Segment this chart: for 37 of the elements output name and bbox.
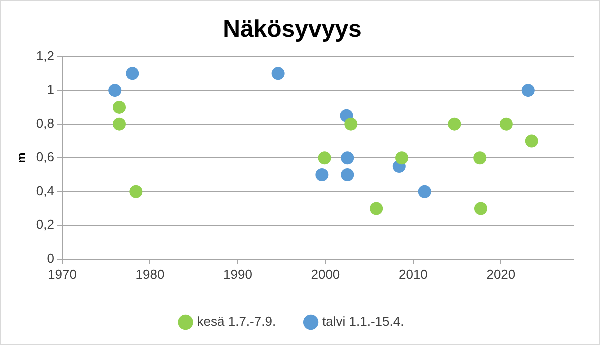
y-tick-label: 0,8 <box>36 116 54 131</box>
x-tick-label: 2010 <box>398 266 428 282</box>
y-tick-label: 0,2 <box>36 217 54 232</box>
point <box>448 118 462 131</box>
point <box>318 152 332 165</box>
x-tick-label: 1990 <box>223 266 252 282</box>
y-tick-label: 1 <box>47 82 54 98</box>
x-tick-label: 2000 <box>311 266 340 282</box>
legend-label: kesä 1.7.-7.9. <box>197 314 276 330</box>
y-tick-label: 0 <box>47 250 54 266</box>
point <box>418 185 432 198</box>
point <box>396 152 409 165</box>
x-tick-label: 1970 <box>48 266 77 282</box>
point <box>341 152 354 165</box>
chart-title: Näkösyvyys <box>223 16 362 44</box>
point <box>474 152 487 165</box>
point <box>370 202 384 216</box>
y-axis-title: m <box>14 152 29 164</box>
y-tick-label: 0,6 <box>36 150 54 165</box>
x-tick-label: 2020 <box>486 266 516 282</box>
y-tick-label: 1,2 <box>36 48 54 64</box>
point <box>108 84 122 98</box>
point <box>500 118 513 131</box>
point <box>344 118 358 131</box>
point <box>272 67 285 80</box>
point <box>522 84 535 98</box>
point <box>341 168 354 182</box>
x-tick-label: 1980 <box>136 266 165 282</box>
point <box>316 168 329 182</box>
point <box>113 100 126 114</box>
point <box>113 118 126 131</box>
point <box>126 67 140 80</box>
point <box>474 202 488 216</box>
point <box>525 134 538 148</box>
y-tick-label: 0,4 <box>36 183 54 198</box>
legend-label: talvi 1.1.-15.4. <box>322 314 404 330</box>
point <box>130 185 143 198</box>
